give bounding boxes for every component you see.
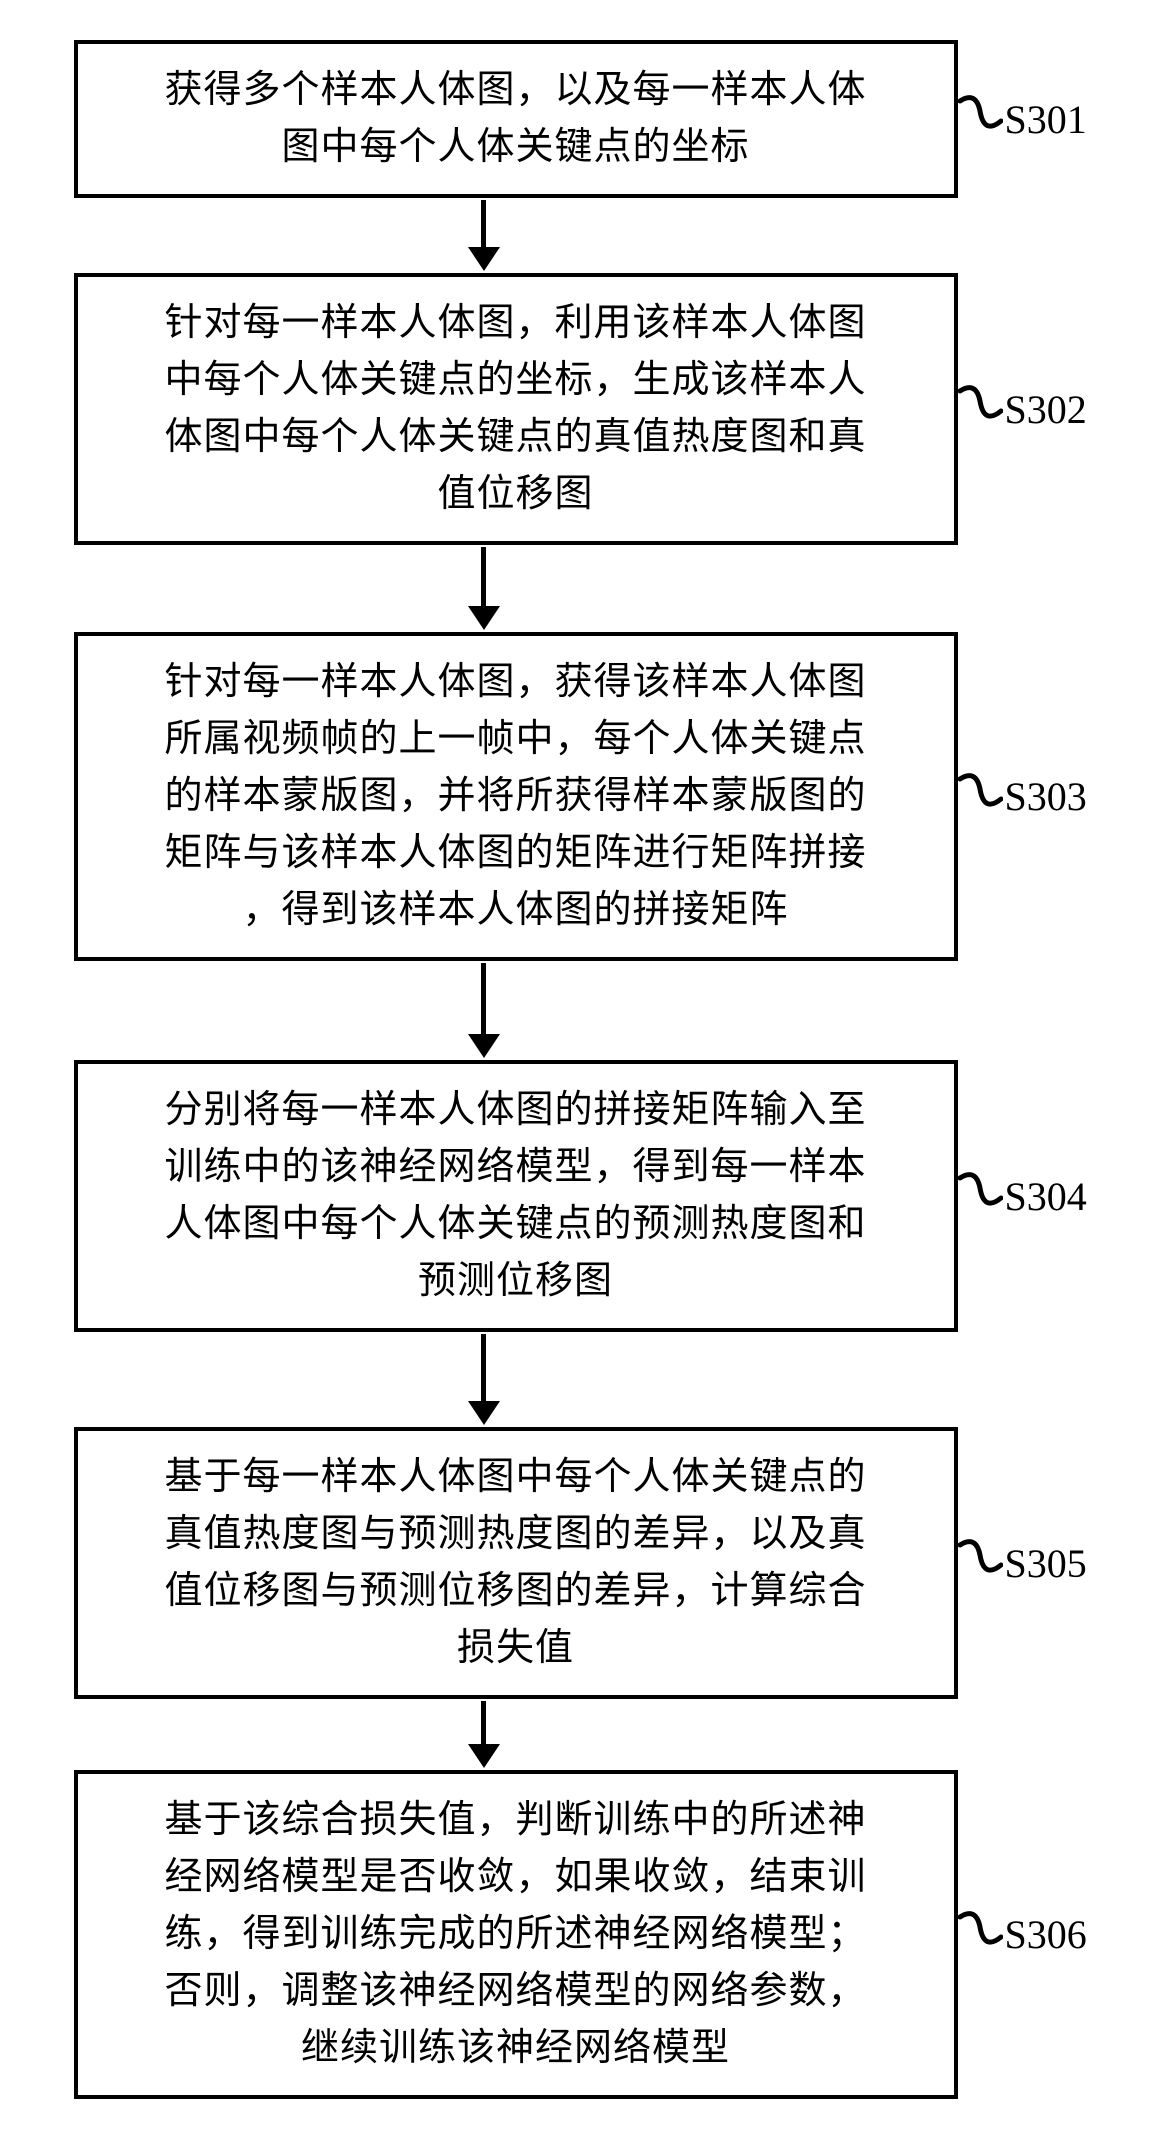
arrow-down-icon [468,1334,500,1425]
step-text-line: ，得到该样本人体图的拼接矩阵 [106,882,926,939]
step-text-line: 中每个人体关键点的坐标，生成该样本人 [106,352,926,409]
step-text-line: 针对每一样本人体图，利用该样本人体图 [106,295,926,352]
flow-step: 针对每一样本人体图，利用该样本人体图 中每个人体关键点的坐标，生成该样本人 体图… [34,273,1134,545]
step-text-line: 训练中的该神经网络模型，得到每一样本 [106,1139,926,1196]
step-text-line: 的样本蒙版图，并将所获得样本蒙版图的 [106,768,926,825]
step-box: 针对每一样本人体图，利用该样本人体图 中每个人体关键点的坐标，生成该样本人 体图… [74,273,958,545]
tilde-connector-icon [958,1533,1003,1593]
step-label: S304 [1005,1173,1087,1220]
step-text-line: 所属视频帧的上一帧中，每个人体关键点 [106,711,926,768]
flow-step: 基于该综合损失值，判断训练中的所述神 经网络模型是否收敛，如果收敛，结束训 练，… [34,1770,1134,2099]
flow-step: 基于每一样本人体图中每个人体关键点的 真值热度图与预测热度图的差异，以及真 值位… [34,1427,1134,1699]
step-label: S303 [1005,773,1087,820]
step-text-line: 练，得到训练完成的所述神经网络模型； [106,1906,926,1963]
arrow-down-icon [468,200,500,271]
step-text-line: 体图中每个人体关键点的真值热度图和真 [106,409,926,466]
flowchart-container: 获得多个样本人体图，以及每一样本人体 图中每个人体关键点的坐标 S301 针对每… [34,40,1134,2099]
step-label-connector: S303 [958,767,1134,827]
step-label-connector: S306 [958,1905,1134,1965]
step-text-line: 分别将每一样本人体图的拼接矩阵输入至 [106,1082,926,1139]
step-text-line: 否则，调整该神经网络模型的网络参数， [106,1963,926,2020]
step-label-connector: S305 [958,1533,1134,1593]
step-text-line: 损失值 [106,1620,926,1677]
step-text-line: 获得多个样本人体图，以及每一样本人体 [106,62,926,119]
step-label-connector: S304 [958,1166,1134,1226]
flow-step: 分别将每一样本人体图的拼接矩阵输入至 训练中的该神经网络模型，得到每一样本 人体… [34,1060,1134,1332]
step-text-line: 矩阵与该样本人体图的矩阵进行矩阵拼接 [106,825,926,882]
step-box: 基于每一样本人体图中每个人体关键点的 真值热度图与预测热度图的差异，以及真 值位… [74,1427,958,1699]
step-label: S305 [1005,1540,1087,1587]
flow-step: 获得多个样本人体图，以及每一样本人体 图中每个人体关键点的坐标 S301 [34,40,1134,198]
step-label-connector: S301 [958,89,1134,149]
step-text-line: 基于每一样本人体图中每个人体关键点的 [106,1449,926,1506]
tilde-connector-icon [958,1905,1003,1965]
step-text-line: 基于该综合损失值，判断训练中的所述神 [106,1792,926,1849]
step-text-line: 人体图中每个人体关键点的预测热度图和 [106,1196,926,1253]
step-text-line: 图中每个人体关键点的坐标 [106,119,926,176]
step-text-line: 值位移图与预测位移图的差异，计算综合 [106,1563,926,1620]
step-text-line: 针对每一样本人体图，获得该样本人体图 [106,654,926,711]
step-text-line: 预测位移图 [106,1253,926,1310]
tilde-connector-icon [958,767,1003,827]
step-box: 分别将每一样本人体图的拼接矩阵输入至 训练中的该神经网络模型，得到每一样本 人体… [74,1060,958,1332]
tilde-connector-icon [958,1166,1003,1226]
tilde-connector-icon [958,379,1003,439]
step-label-connector: S302 [958,379,1134,439]
tilde-connector-icon [958,89,1003,149]
step-box: 针对每一样本人体图，获得该样本人体图 所属视频帧的上一帧中，每个人体关键点 的样… [74,632,958,961]
arrow-down-icon [468,1701,500,1768]
step-text-line: 继续训练该神经网络模型 [106,2020,926,2077]
flow-step: 针对每一样本人体图，获得该样本人体图 所属视频帧的上一帧中，每个人体关键点 的样… [34,632,1134,961]
arrow-down-icon [468,547,500,630]
step-text-line: 值位移图 [106,466,926,523]
arrow-down-icon [468,963,500,1058]
step-box: 基于该综合损失值，判断训练中的所述神 经网络模型是否收敛，如果收敛，结束训 练，… [74,1770,958,2099]
step-label: S301 [1005,96,1087,143]
step-box: 获得多个样本人体图，以及每一样本人体 图中每个人体关键点的坐标 [74,40,958,198]
step-label: S302 [1005,386,1087,433]
step-label: S306 [1005,1911,1087,1958]
step-text-line: 真值热度图与预测热度图的差异，以及真 [106,1506,926,1563]
step-text-line: 经网络模型是否收敛，如果收敛，结束训 [106,1849,926,1906]
